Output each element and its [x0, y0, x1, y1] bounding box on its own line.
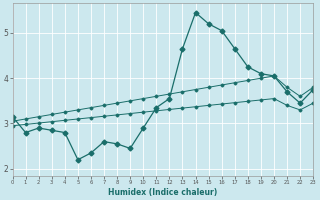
X-axis label: Humidex (Indice chaleur): Humidex (Indice chaleur) — [108, 188, 218, 197]
